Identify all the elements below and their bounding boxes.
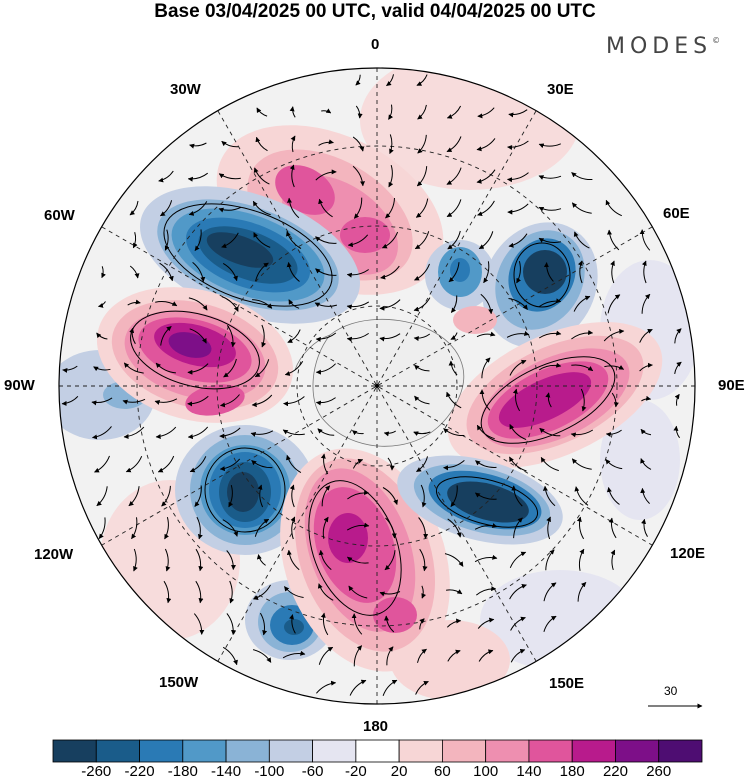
colorbar-tick-label: -260 <box>81 763 112 780</box>
colorbar-swatch <box>312 739 357 763</box>
colorbar-tick-label: -20 <box>345 763 367 780</box>
brand-logo: MODES© <box>606 34 721 59</box>
map-boundary <box>58 67 696 705</box>
colorbar-swatch <box>95 739 140 763</box>
colorbar-tick-label: 20 <box>390 763 408 780</box>
colorbar-tick-label: -140 <box>211 763 242 780</box>
colorbar-tick-label: 260 <box>646 763 672 780</box>
colorbar-swatch <box>139 739 184 763</box>
lon-label-90e: 90E <box>718 377 745 394</box>
lon-label-150w: 150W <box>159 674 199 691</box>
map-title: Base 03/04/2025 00 UTC, valid 04/04/2025… <box>154 1 596 22</box>
lon-label-0: 0 <box>371 36 380 53</box>
lon-label-30e: 30E <box>547 81 574 98</box>
lon-label-30w: 30W <box>170 81 201 98</box>
colorbar <box>52 739 703 763</box>
lon-label-120w: 120W <box>34 546 74 563</box>
wind-vectors <box>61 74 682 696</box>
colorbar-swatch <box>658 739 703 763</box>
lon-label-180: 180 <box>363 718 389 735</box>
lon-label-150e: 150E <box>549 675 585 692</box>
colorbar-swatch <box>441 739 487 763</box>
colorbar-tick-label: 60 <box>434 763 451 780</box>
vector-reference-label: 30 <box>664 684 678 698</box>
colorbar-swatch <box>225 739 270 763</box>
colorbar-swatch <box>268 739 314 763</box>
colorbar-swatch <box>485 739 530 763</box>
colorbar-tick-label: 100 <box>473 763 499 780</box>
colorbar-swatch <box>355 739 400 763</box>
colorbar-tick-label: 140 <box>516 763 542 780</box>
colorbar-swatch <box>615 739 660 763</box>
colorbar-swatch <box>398 739 443 763</box>
colorbar-tick-label: 220 <box>602 763 628 780</box>
lon-label-60w: 60W <box>44 207 75 224</box>
graticule <box>59 68 695 704</box>
colorbar-tick-label: -180 <box>167 763 198 780</box>
colorbar-tick-label: -100 <box>254 763 285 780</box>
lon-label-90w: 90W <box>4 377 35 394</box>
colorbar-swatch <box>571 739 616 763</box>
colorbar-swatch <box>52 739 97 763</box>
lon-label-120e: 120E <box>670 545 706 562</box>
colorbar-swatch <box>528 739 573 763</box>
pole-marker <box>375 384 379 388</box>
colorbar-tick-label: 180 <box>559 763 585 780</box>
colorbar-tick-label: -60 <box>301 763 324 780</box>
lon-label-60e: 60E <box>663 205 690 222</box>
colorbar-swatch <box>182 739 227 763</box>
colorbar-tick-label: -220 <box>124 763 155 780</box>
